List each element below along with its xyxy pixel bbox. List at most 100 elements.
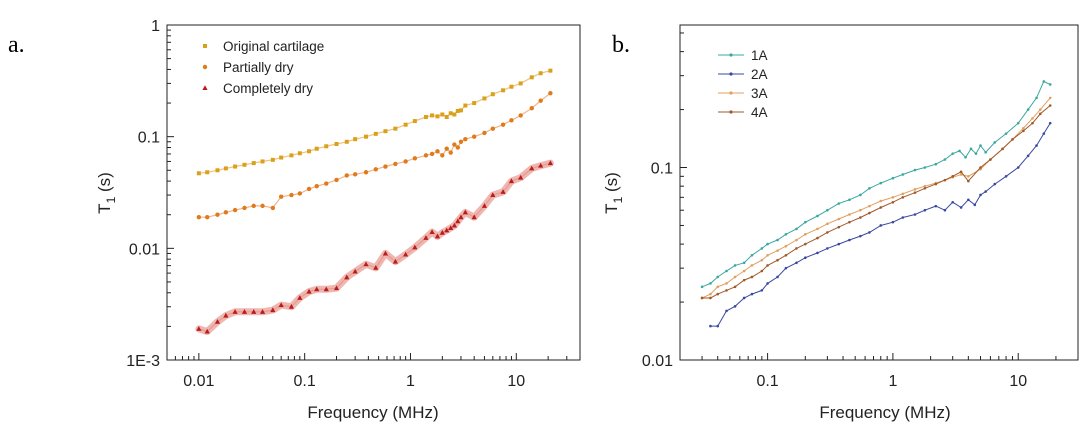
- data-point: [868, 211, 871, 215]
- data-point: [913, 213, 917, 216]
- data-point: [742, 296, 746, 300]
- panel-a-x-axis-title: Frequency (MHz): [307, 403, 438, 422]
- data-point: [979, 193, 982, 197]
- data-point: [951, 152, 954, 155]
- data-point: [709, 292, 712, 296]
- panel-a-plot-area: [195, 68, 554, 335]
- data-point: [795, 247, 798, 250]
- data-point: [848, 238, 851, 242]
- data-point: [859, 193, 862, 197]
- data-point: [440, 153, 445, 158]
- panel-b-y-axis-title: T1 (s): [602, 172, 625, 214]
- data-point: [490, 192, 496, 198]
- data-point: [760, 247, 764, 250]
- data-point: [742, 261, 746, 265]
- series-partially-dry: [196, 91, 553, 220]
- data-point: [709, 296, 712, 300]
- data-point: [795, 238, 798, 242]
- data-point: [509, 84, 514, 89]
- data-point: [716, 324, 720, 328]
- data-point: [392, 258, 398, 264]
- legend-marker: [202, 64, 208, 70]
- data-point: [951, 200, 954, 204]
- data-point: [471, 134, 477, 139]
- data-point: [725, 309, 728, 313]
- data-point: [383, 129, 388, 134]
- data-point: [297, 191, 303, 196]
- data-point: [709, 324, 712, 328]
- data-point: [538, 162, 544, 168]
- data-point: [382, 250, 389, 256]
- data-point: [363, 261, 369, 267]
- legend-item: 2A: [718, 67, 768, 82]
- data-point: [306, 288, 312, 294]
- y-tick-label: 1E-3: [126, 353, 160, 370]
- data-point: [204, 328, 210, 334]
- data-point: [251, 309, 257, 314]
- data-point: [412, 119, 417, 124]
- data-point: [297, 295, 303, 300]
- data-point: [278, 194, 284, 199]
- data-point: [891, 176, 895, 180]
- data-point: [458, 139, 464, 144]
- data-point: [529, 165, 535, 171]
- data-point: [423, 115, 428, 120]
- y-tick-label: 0.1: [651, 161, 673, 178]
- panel-b-x-ticks: 0.1 1 10: [679, 353, 1079, 390]
- data-point: [837, 217, 841, 221]
- panel-b-letter: b.: [612, 32, 630, 58]
- data-point: [518, 174, 524, 180]
- data-point: [776, 249, 779, 252]
- data-point: [518, 81, 523, 86]
- data-point: [934, 182, 938, 186]
- panel-a-legend: Original cartilage Partially dry Completel…: [202, 39, 324, 96]
- data-point: [435, 114, 440, 119]
- data-point: [1022, 126, 1025, 130]
- data-point: [344, 139, 349, 144]
- data-point: [482, 130, 487, 136]
- data-point: [373, 131, 378, 136]
- data-point: [967, 179, 970, 183]
- data-point: [444, 115, 449, 120]
- data-point: [458, 214, 464, 220]
- data-point: [913, 168, 917, 172]
- data-point: [448, 111, 453, 116]
- data-point: [412, 156, 418, 161]
- data-point: [733, 305, 737, 308]
- data-point: [383, 164, 388, 169]
- data-point: [868, 186, 871, 190]
- data-point: [934, 204, 938, 208]
- data-point: [242, 205, 247, 211]
- data-point: [448, 150, 453, 155]
- data-point: [205, 215, 210, 220]
- panel-a-y-axis-title: T1 (s): [95, 172, 118, 214]
- data-point: [804, 232, 807, 236]
- data-point: [766, 242, 769, 246]
- data-point: [455, 145, 460, 150]
- data-point: [529, 75, 534, 80]
- data-point: [508, 178, 515, 184]
- legend-label: Partially dry: [223, 60, 294, 75]
- series-4a: [700, 104, 1052, 300]
- data-point: [439, 229, 445, 235]
- data-point: [923, 208, 927, 212]
- data-point: [766, 264, 769, 267]
- x-tick-label: 10: [1009, 373, 1027, 390]
- data-point: [297, 151, 302, 156]
- data-point: [547, 160, 553, 166]
- data-point: [760, 289, 764, 292]
- x-tick-label: 0.01: [183, 373, 214, 390]
- data-point: [307, 149, 312, 154]
- data-point: [993, 182, 997, 186]
- data-point: [448, 225, 454, 231]
- panel-a-plot-frame: [166, 24, 581, 361]
- data-point: [959, 206, 963, 209]
- data-point: [241, 309, 248, 314]
- data-point: [352, 268, 358, 274]
- series-1a: [700, 80, 1052, 289]
- data-point: [344, 274, 350, 280]
- data-point: [826, 208, 829, 212]
- data-point: [848, 213, 851, 216]
- y-tick-label: 0.1: [138, 130, 160, 147]
